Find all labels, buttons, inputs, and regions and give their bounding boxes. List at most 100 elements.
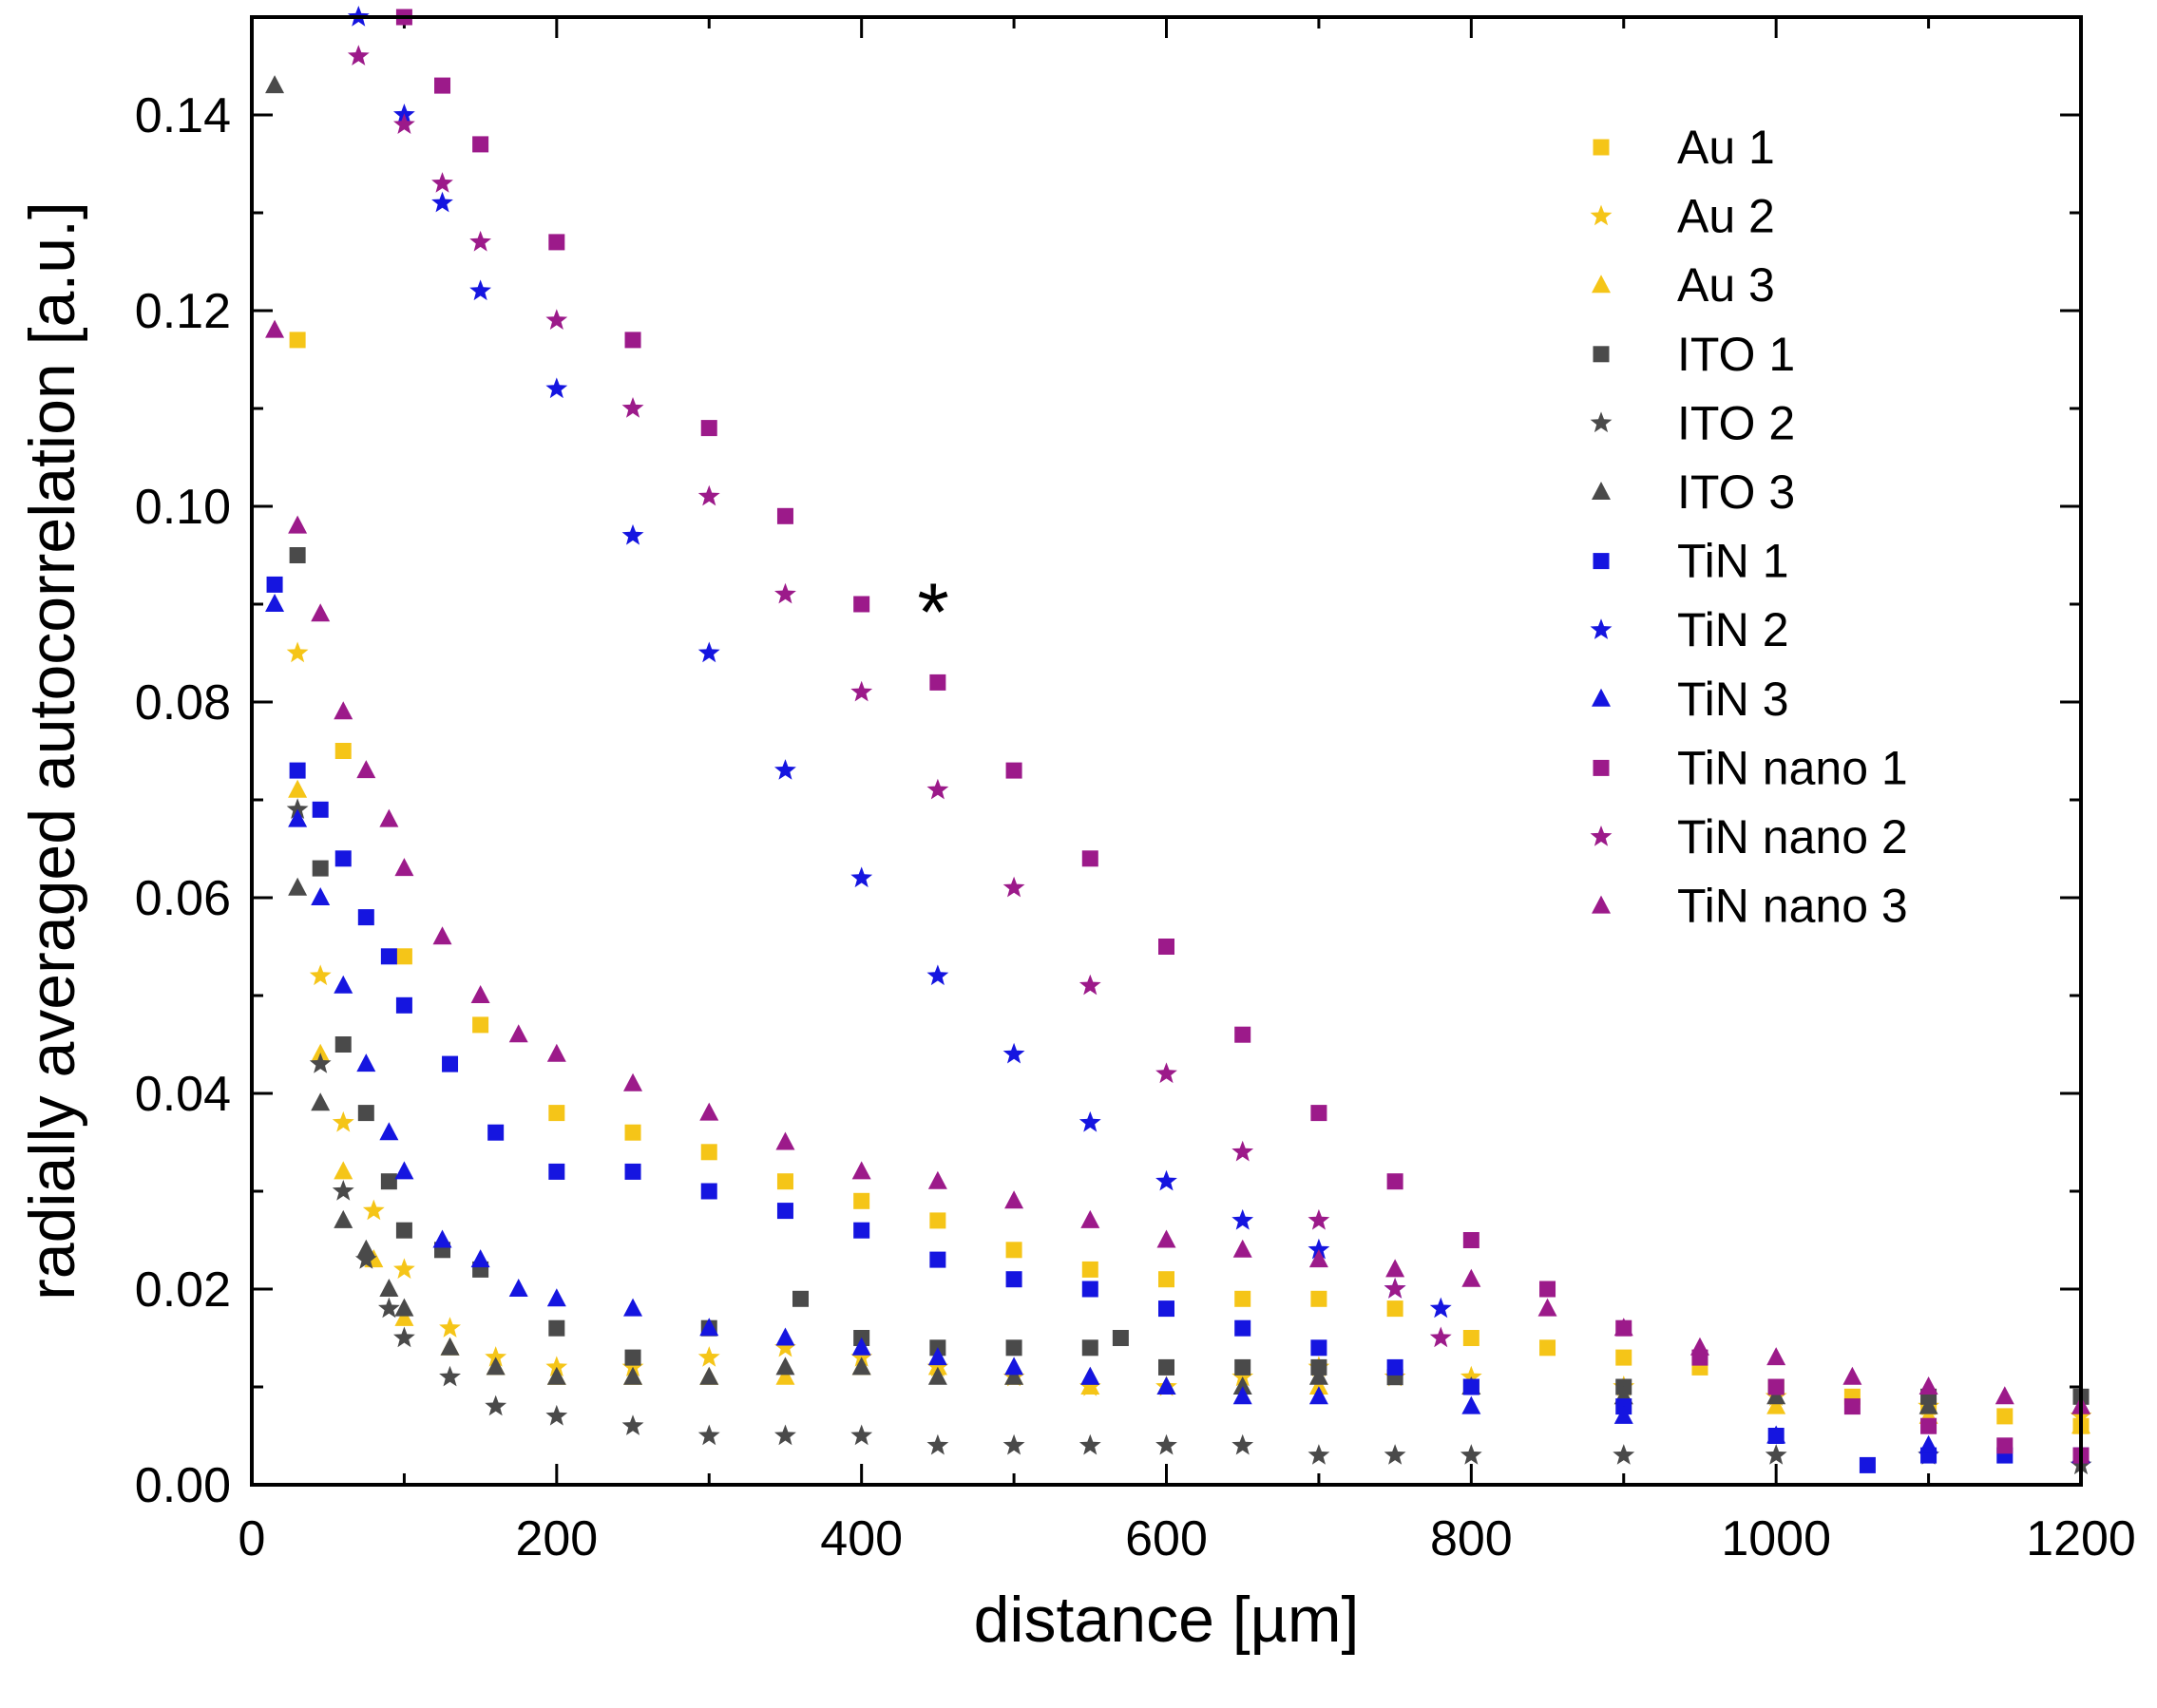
legend-label: TiN 2 [1677,603,1789,656]
data-point [1232,1386,1252,1405]
data-point [1613,1444,1635,1465]
data-point [774,1424,796,1446]
data-point [288,877,308,896]
data-point [623,1298,643,1317]
data-point [311,887,331,905]
data-point [265,75,285,94]
data-point [850,680,873,702]
tick-labels: 0 200 400 600 800 1000 1200 0.00 0.02 0.04 0.06 0.0… [135,88,2136,1566]
data-point [1078,974,1101,996]
legend-marker [1590,618,1613,639]
data-point [548,234,565,251]
data-point [1004,1357,1024,1376]
data-point [442,1055,459,1072]
data-point [621,1356,644,1377]
data-point [356,1239,376,1258]
data-point [700,1144,717,1161]
data-point [1384,1278,1406,1299]
data-point [289,332,306,349]
legend-marker [1593,139,1610,156]
data-point [1002,876,1025,898]
data-point [776,1173,793,1190]
data-point [697,1424,720,1446]
data-point [288,779,308,798]
data-point [1766,1347,1786,1366]
data-point [485,1395,507,1416]
y-tick-label: 0.08 [135,675,231,731]
data-point [775,1366,795,1385]
data-point [1080,1366,1100,1385]
data-point [699,1366,719,1385]
data-point [432,1229,452,1248]
data-point [1310,1290,1327,1307]
data-point [286,798,309,819]
data-point [1156,1376,1176,1395]
data-point [1155,1433,1177,1455]
data-point [623,1072,643,1091]
x-tick-label: 400 [820,1511,903,1566]
data-point [356,760,376,779]
data-point [1155,1169,1177,1191]
data-point [1231,1433,1254,1455]
data-point [1155,1062,1177,1084]
data-point [470,1249,490,1268]
data-point [334,975,353,994]
y-tick-label: 0.04 [135,1067,231,1122]
data-point [1156,1229,1176,1248]
y-tick-label: 0.10 [135,480,231,535]
data-point [288,515,308,534]
data-point [311,1092,331,1111]
data-point [394,1307,414,1326]
data-point [1537,1298,1557,1317]
legend-marker [1590,826,1613,846]
data-point [853,1222,870,1239]
data-point [395,996,412,1014]
data-point [775,1131,795,1150]
data-point [289,547,306,563]
data-point [699,1318,719,1337]
data-point [851,1337,871,1356]
data-point [1078,1110,1101,1132]
data-point [334,1036,352,1053]
data-point [1386,1358,1403,1376]
data-point [623,1366,643,1385]
data-point [621,1414,644,1435]
data-point [851,1161,871,1180]
x-tick-label: 0 [239,1511,266,1566]
data-point [929,1212,946,1229]
data-point [1158,1358,1174,1376]
x-tick-label: 800 [1430,1511,1513,1566]
data-point [1081,1339,1098,1357]
data-point [853,1192,870,1209]
data-point [440,1337,460,1356]
data-point [431,191,453,213]
data-point [1232,1239,1252,1258]
data-point [434,77,451,94]
data-point [775,1357,795,1376]
data-point [1996,1408,2014,1425]
data-point [1996,1437,2014,1454]
data-point [1539,1339,1556,1357]
data-point [775,1327,795,1346]
data-point [1918,1434,1938,1453]
data-point [288,808,308,827]
data-point [439,1317,461,1338]
series-tin-nano-2 [347,45,1452,1348]
data-point [700,420,717,437]
data-point [1767,1378,1785,1395]
data-point [309,964,332,986]
data-point [545,377,568,399]
data-point [776,507,793,524]
data-point [792,1290,809,1307]
data-point [1920,1417,1937,1434]
data-point [697,641,720,663]
y-tick-label: 0.02 [135,1262,231,1318]
data-point [1005,1339,1022,1357]
data-point [1080,1376,1100,1395]
legend-label: Au 2 [1677,190,1775,243]
data-point [546,1366,566,1385]
data-point [394,1298,414,1317]
data-point [1231,1208,1254,1230]
data-point [1462,1232,1479,1248]
